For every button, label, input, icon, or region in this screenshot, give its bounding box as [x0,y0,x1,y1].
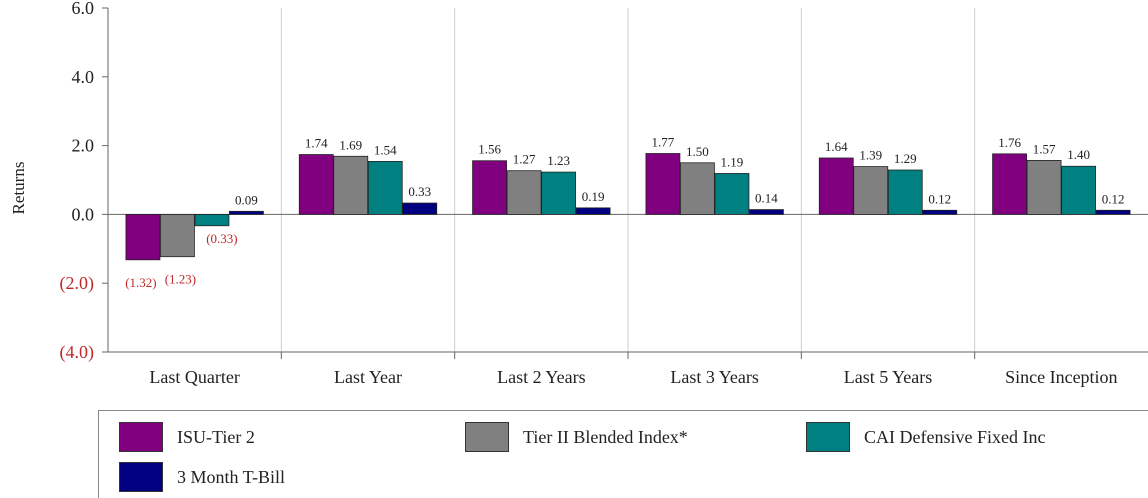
bar [922,209,958,215]
data-label: 0.09 [235,192,258,207]
data-label: 1.54 [374,142,397,157]
y-tick-label: 0.0 [72,204,95,224]
bar [229,210,264,215]
data-label: 1.76 [998,135,1021,150]
data-label: 1.64 [825,139,848,154]
legend-item-isu-tier-2: ISU-Tier 2 [119,421,255,453]
data-label: (0.33) [206,231,237,246]
bar [1095,209,1131,215]
y-axis-label: Returns [9,162,28,215]
data-label: 1.50 [686,144,709,159]
legend-item-cai-defensive-fixed-inc: CAI Defensive Fixed Inc [806,421,1045,453]
data-label: 0.14 [755,191,778,206]
y-tick-label: (4.0) [60,342,95,363]
legend-item-tier-ii-blended-index: Tier II Blended Index* [465,421,688,453]
legend-label: 3 Month T-Bill [177,466,286,487]
data-label: 1.74 [305,136,328,151]
grid-layer [280,8,976,352]
bar [298,154,334,215]
legend-swatch [465,422,509,452]
bar [367,161,403,215]
data-label: 1.57 [1033,141,1056,156]
x-tick-label: Last 5 Years [844,367,933,387]
bar [680,162,715,215]
bar [541,171,576,215]
data-label: 1.56 [478,142,501,157]
bar [992,153,1027,215]
bar [818,157,854,215]
data-label: 1.39 [859,148,882,163]
data-label: 1.69 [339,137,362,152]
data-label: (1.23) [165,272,196,287]
bar [333,155,369,215]
bar [506,170,542,215]
data-label: 0.12 [928,191,951,206]
bar [714,173,750,215]
bar [402,202,438,215]
legend-label: Tier II Blended Index* [523,426,688,447]
x-tick-label: Last 3 Years [670,367,759,387]
data-label: 1.19 [721,154,744,169]
y-tick-label: (2.0) [60,273,95,294]
bar [1026,159,1062,215]
data-label-layer: (1.32) 1.74 1.56 1.77 1.64 1.76 (1.23) 1.69 1.27… [125,135,1124,290]
bar [1061,165,1096,215]
axis-layer: 6.0 4.0 2.0 0.0 (2.0) (4.0) Last Quarter Last Y… [60,0,1148,387]
legend-swatch [806,422,850,452]
x-tick-label: Last 2 Years [497,367,586,387]
y-tick-label: 2.0 [72,136,95,156]
data-label: 1.29 [894,151,917,166]
bar [160,213,195,258]
legend-label: ISU-Tier 2 [177,426,255,447]
bar [472,160,507,215]
legend-item-3-month-t-bill: 3 Month T-Bill [119,461,285,493]
bar-layer [125,153,1131,261]
data-label: 1.77 [652,135,675,150]
y-tick-label: 6.0 [72,0,95,18]
bar [575,207,611,215]
bar [194,213,230,227]
bar [645,153,681,215]
bar [853,166,889,215]
data-label: 1.40 [1067,147,1090,162]
y-tick-label: 4.0 [72,67,95,87]
data-label: 0.12 [1102,191,1125,206]
data-label: 0.33 [408,184,431,199]
legend-swatch [119,462,163,492]
legend-label: CAI Defensive Fixed Inc [864,426,1046,447]
bar [749,209,784,215]
x-tick-label: Since Inception [1005,367,1117,387]
x-tick-label: Last Year [334,367,402,387]
data-label: (1.32) [125,275,156,290]
data-label: 1.23 [547,153,570,168]
legend-swatch [119,422,163,452]
x-tick-label: Last Quarter [149,367,239,387]
bar [125,213,161,261]
bar [887,169,923,215]
data-label: 1.27 [513,152,536,167]
bar-chart: 6.0 4.0 2.0 0.0 (2.0) (4.0) Last Quarter Last Y… [9,0,1148,387]
data-label: 0.19 [582,189,605,204]
legend: ISU-Tier 2 Tier II Blended Index* CAI De… [98,410,1148,498]
